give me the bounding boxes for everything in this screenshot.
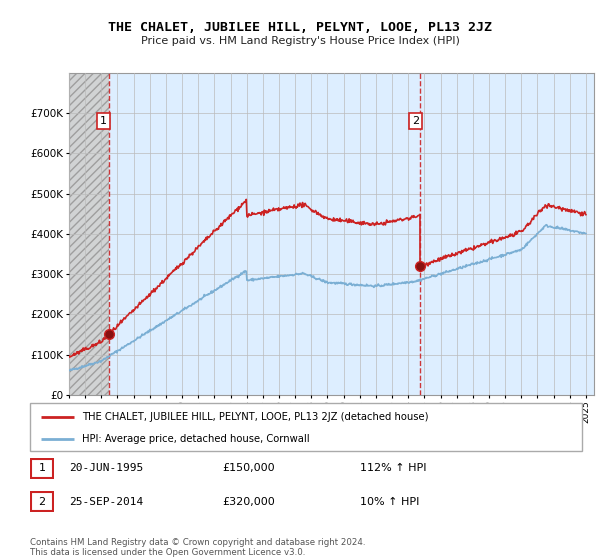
Text: £150,000: £150,000 xyxy=(222,463,275,473)
Text: 112% ↑ HPI: 112% ↑ HPI xyxy=(360,463,427,473)
Text: 20-JUN-1995: 20-JUN-1995 xyxy=(69,463,143,473)
Text: Contains HM Land Registry data © Crown copyright and database right 2024.
This d: Contains HM Land Registry data © Crown c… xyxy=(30,538,365,557)
Text: 10% ↑ HPI: 10% ↑ HPI xyxy=(360,497,419,507)
Text: 1: 1 xyxy=(100,116,107,126)
Text: THE CHALET, JUBILEE HILL, PELYNT, LOOE, PL13 2JZ (detached house): THE CHALET, JUBILEE HILL, PELYNT, LOOE, … xyxy=(82,412,429,422)
Text: 1: 1 xyxy=(38,463,46,473)
Text: £320,000: £320,000 xyxy=(222,497,275,507)
Text: 2: 2 xyxy=(38,497,46,507)
Text: Price paid vs. HM Land Registry's House Price Index (HPI): Price paid vs. HM Land Registry's House … xyxy=(140,36,460,46)
Text: HPI: Average price, detached house, Cornwall: HPI: Average price, detached house, Corn… xyxy=(82,434,310,444)
FancyBboxPatch shape xyxy=(31,459,53,478)
Bar xyxy=(69,73,109,395)
Text: 25-SEP-2014: 25-SEP-2014 xyxy=(69,497,143,507)
Text: 2: 2 xyxy=(412,116,419,126)
Text: THE CHALET, JUBILEE HILL, PELYNT, LOOE, PL13 2JZ: THE CHALET, JUBILEE HILL, PELYNT, LOOE, … xyxy=(108,21,492,34)
FancyBboxPatch shape xyxy=(31,492,53,511)
FancyBboxPatch shape xyxy=(30,403,582,451)
